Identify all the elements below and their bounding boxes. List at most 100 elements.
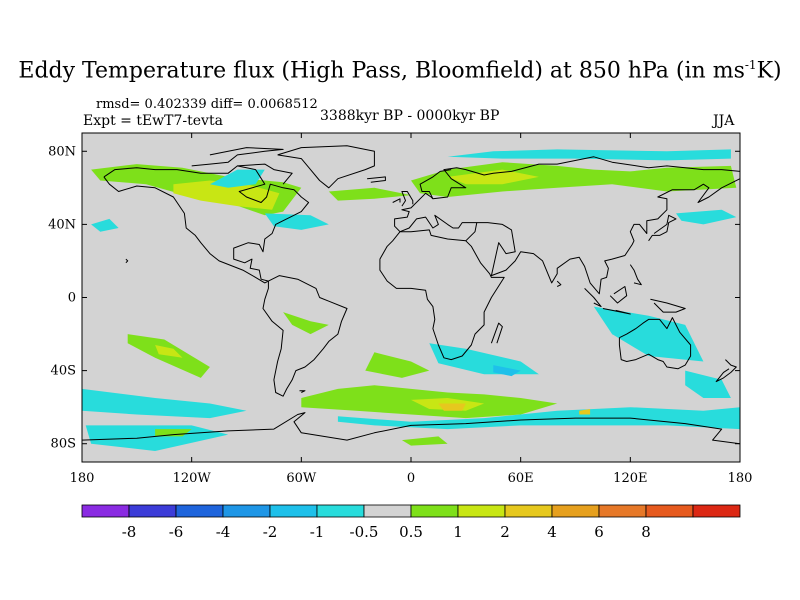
field-anomaly-region xyxy=(82,388,247,419)
field-anomaly-region xyxy=(429,343,539,375)
colorbar-swatch xyxy=(551,504,600,518)
coastline xyxy=(299,390,306,393)
colorbar-label: 6 xyxy=(594,523,604,541)
field-anomaly-region xyxy=(337,407,740,430)
title-main: Eddy Temperature flux (High Pass, Bloomf… xyxy=(18,58,745,84)
field-anomaly-region xyxy=(438,403,466,411)
title-exponent: -1 xyxy=(744,58,757,72)
coastline xyxy=(82,412,740,445)
colorbar-label: 4 xyxy=(547,523,557,541)
chart-title: Eddy Temperature flux (High Pass, Bloomf… xyxy=(0,58,800,83)
colorbar-swatch xyxy=(81,504,130,518)
field-anomaly-region xyxy=(676,209,737,225)
colorbar-swatch xyxy=(363,504,412,518)
field-anomaly-region xyxy=(328,187,411,201)
colorbar-label: 1 xyxy=(453,523,463,541)
colorbar-label: -8 xyxy=(122,523,137,541)
lon-tick-label: 60W xyxy=(286,471,317,486)
field-anomaly-region xyxy=(447,149,731,161)
colorbar-swatch xyxy=(598,504,647,518)
colorbar: -8 -6 -4 -2 -1 -0.5 0.5 1 2 4 6 8 xyxy=(81,504,741,541)
title-unit-end: K) xyxy=(756,58,782,84)
coastline xyxy=(394,156,740,233)
colorbar-swatch xyxy=(457,504,506,518)
coastline xyxy=(648,214,677,242)
period-label: 3388kyr BP - 0000kyr BP xyxy=(320,108,500,124)
coastline xyxy=(125,258,129,264)
coastline-layer xyxy=(82,145,740,445)
colorbar-label: -6 xyxy=(169,523,184,541)
colorbar-swatch xyxy=(222,504,271,518)
coastline xyxy=(367,176,386,183)
field-anomaly-region xyxy=(493,365,521,377)
coastline xyxy=(401,191,414,207)
field-anomaly-region xyxy=(155,345,183,358)
colorbar-swatch xyxy=(316,504,365,518)
coastline xyxy=(618,317,692,370)
coastline xyxy=(556,280,562,287)
coastline xyxy=(262,275,348,397)
colorbar-swatch xyxy=(504,504,553,518)
field-anomaly-region xyxy=(411,162,737,197)
coastline xyxy=(715,359,737,383)
colorbar-label: 0.5 xyxy=(399,523,423,541)
colorbar-label: -0.5 xyxy=(350,523,379,541)
coastline xyxy=(237,163,293,185)
field-anomaly-region xyxy=(593,306,704,362)
coastline xyxy=(419,169,452,200)
colorbar-label: -1 xyxy=(310,523,325,541)
season-label: JJA xyxy=(713,113,735,129)
coastline xyxy=(399,214,478,242)
colorbar-swatch xyxy=(410,504,459,518)
lat-tick-label: 40N xyxy=(48,217,76,232)
coastline xyxy=(584,288,602,308)
lon-tick-label: 180 xyxy=(728,471,753,486)
coastline xyxy=(103,165,310,284)
lon-tick-label: 60E xyxy=(508,471,534,486)
field-layer xyxy=(82,149,740,451)
field-anomaly-region xyxy=(685,370,731,398)
colorbar-swatch xyxy=(128,504,177,518)
field-anomaly-region xyxy=(264,213,329,230)
field-anomaly-region xyxy=(127,334,210,378)
colorbar-label: 2 xyxy=(500,523,510,541)
field-anomaly-region xyxy=(85,425,229,451)
lat-tick-label: 80N xyxy=(48,144,76,159)
field-anomaly-region xyxy=(209,169,265,188)
lat-tick-label: 40S xyxy=(51,364,76,379)
coastline xyxy=(650,298,686,313)
coastline xyxy=(490,322,503,344)
coastline xyxy=(191,147,284,167)
coastline xyxy=(392,198,401,203)
colorbar-swatch xyxy=(269,504,318,518)
field-anomaly-region xyxy=(283,312,329,335)
stats-text: rmsd= 0.402339 diff= 0.0068512 xyxy=(96,97,318,112)
lon-tick-label: 120W xyxy=(173,471,212,486)
field-anomaly-region xyxy=(155,429,192,437)
coastline xyxy=(609,286,628,304)
coastline xyxy=(602,308,631,315)
lon-tick-label: 0 xyxy=(407,471,415,486)
coastline xyxy=(277,145,375,189)
axis-layer: 80N 40N 0 40S 80S 180 120W 60W 0 60E 120E 180 xyxy=(48,133,752,486)
colorbar-swatch xyxy=(645,504,694,518)
coastline xyxy=(476,178,740,295)
lon-tick-label: 120E xyxy=(613,471,647,486)
colorbar-swatch xyxy=(692,504,741,518)
lon-tick-label: 180 xyxy=(70,471,95,486)
field-anomaly-region xyxy=(447,169,539,185)
colorbar-label: -2 xyxy=(263,523,278,541)
lat-tick-label: 80S xyxy=(51,437,76,452)
field-anomaly-region xyxy=(365,352,430,378)
field-anomaly-region xyxy=(579,409,591,415)
colorbar-label: 8 xyxy=(641,523,651,541)
colorbar-swatch xyxy=(175,504,224,518)
field-anomaly-region xyxy=(91,218,119,232)
coastline xyxy=(629,264,642,286)
experiment-label: Expt = tEwT7-tevta xyxy=(83,113,223,129)
coastline xyxy=(379,229,505,361)
lat-tick-label: 0 xyxy=(68,291,76,306)
colorbar-label: -4 xyxy=(216,523,231,541)
field-anomaly-region xyxy=(401,436,448,446)
